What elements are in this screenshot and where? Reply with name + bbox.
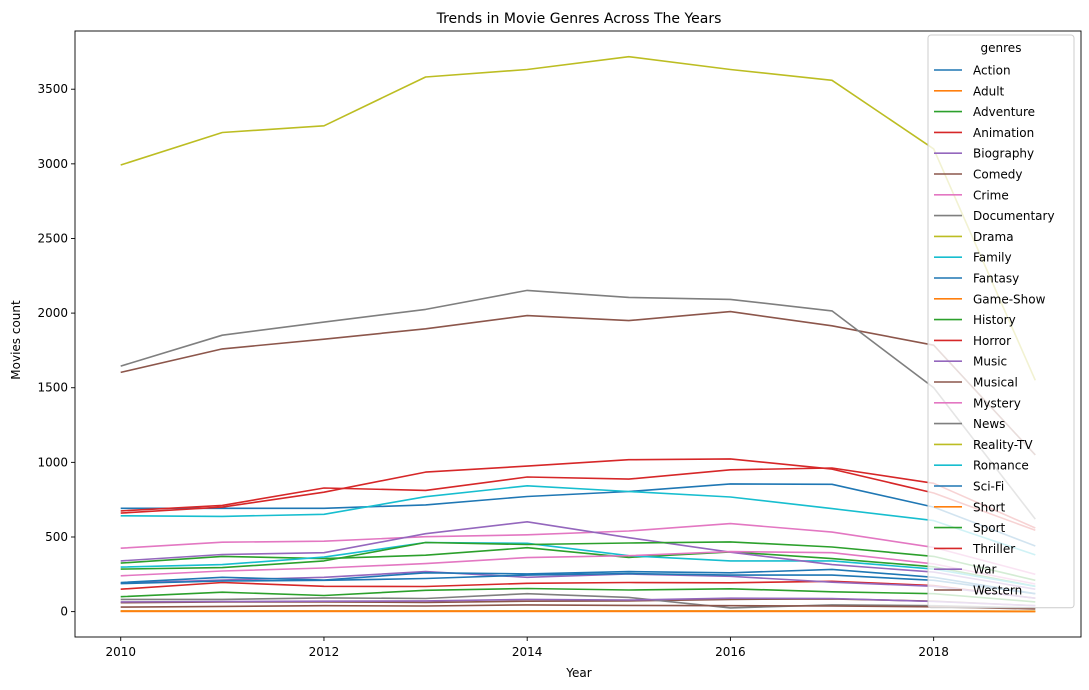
series-line-crime <box>120 522 1036 576</box>
y-tick-label: 3000 <box>37 157 68 171</box>
series-line-sci-fi <box>120 572 1036 595</box>
legend-entry-crime: Crime <box>973 188 1009 202</box>
series-line-adventure <box>120 546 1036 588</box>
legend-entry-reality-tv: Reality-TV <box>973 438 1033 452</box>
series-line-horror <box>120 467 1036 529</box>
legend-entry-music: Music <box>973 355 1007 369</box>
chart-title: Trends in Movie Genres Across The Years <box>436 11 722 27</box>
legend-title: genres <box>981 41 1022 55</box>
series-line-family <box>120 541 1036 588</box>
y-tick-label: 500 <box>45 530 68 544</box>
series-line-sport <box>120 541 1036 582</box>
series-line-news <box>120 592 1036 609</box>
legend-entry-animation: Animation <box>973 126 1034 140</box>
series-line-thriller <box>120 458 1036 532</box>
legend-entry-action: Action <box>973 64 1011 78</box>
x-tick-label: 2014 <box>512 645 543 659</box>
legend-entry-news: News <box>973 417 1005 431</box>
series-line-western <box>120 604 1036 610</box>
x-tick-label: 2018 <box>918 645 949 659</box>
series-line-comedy <box>120 310 1036 456</box>
y-tick-label: 0 <box>60 605 68 619</box>
series-line-drama <box>120 55 1037 381</box>
y-tick-label: 1500 <box>37 381 68 395</box>
legend-entry-thriller: Thriller <box>972 542 1015 556</box>
series-line-history <box>120 587 1036 603</box>
legend-entry-history: History <box>973 313 1016 327</box>
series-line-documentary <box>120 289 1036 520</box>
plot-frame <box>74 30 1082 638</box>
legend-entry-sport: Sport <box>973 521 1006 535</box>
legend-entry-comedy: Comedy <box>973 168 1023 182</box>
legend-entry-drama: Drama <box>973 230 1014 244</box>
legend-entry-biography: Biography <box>973 147 1034 161</box>
legend-entry-adventure: Adventure <box>973 105 1035 119</box>
series-line-action <box>120 483 1036 547</box>
axes: 2010 2012 2014 2016 2018 0 500 1000 1500 2000 2500… <box>37 30 1082 659</box>
legend-entry-short: Short <box>973 500 1005 514</box>
x-tick-label: 2016 <box>715 645 746 659</box>
series-line-fantasy <box>120 568 1036 595</box>
legend-entry-game-show: Game-Show <box>973 292 1046 306</box>
y-tick-label: 3500 <box>37 82 68 96</box>
legend: genres Action Adult Adventure Animation Biogr… <box>927 34 1075 609</box>
legend-entry-documentary: Documentary <box>973 209 1055 223</box>
legend-entry-musical: Musical <box>973 376 1018 390</box>
legend-entry-family: Family <box>973 251 1012 265</box>
legend-box <box>927 34 1075 609</box>
x-axis-label: Year <box>565 666 591 680</box>
legend-entry-fantasy: Fantasy <box>973 272 1019 286</box>
legend-entry-romance: Romance <box>973 459 1029 473</box>
legend-entry-adult: Adult <box>973 84 1005 98</box>
series-line-romance <box>120 484 1036 556</box>
series-line-music <box>120 520 1036 590</box>
x-tick-label: 2010 <box>105 645 136 659</box>
legend-entry-mystery: Mystery <box>973 396 1021 410</box>
y-tick-label: 1000 <box>37 455 68 469</box>
y-tick-label: 2500 <box>37 231 68 245</box>
legend-entry-sci-fi: Sci-Fi <box>973 480 1004 494</box>
legend-entry-western: Western <box>973 584 1022 598</box>
plot-lines <box>120 55 1037 613</box>
series-line-animation <box>120 580 1036 599</box>
series-line-war <box>120 597 1036 607</box>
x-tick-label: 2012 <box>309 645 340 659</box>
y-axis-label: Movies count <box>9 300 23 380</box>
legend-entry-war: War <box>973 563 996 577</box>
series-line-mystery <box>120 550 1036 585</box>
legend-entry-horror: Horror <box>973 334 1011 348</box>
y-tick-label: 2000 <box>37 306 68 320</box>
